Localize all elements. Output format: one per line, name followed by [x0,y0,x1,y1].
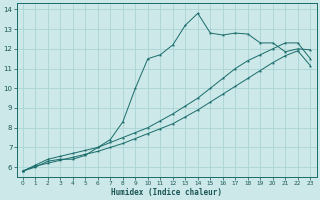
X-axis label: Humidex (Indice chaleur): Humidex (Indice chaleur) [111,188,222,197]
